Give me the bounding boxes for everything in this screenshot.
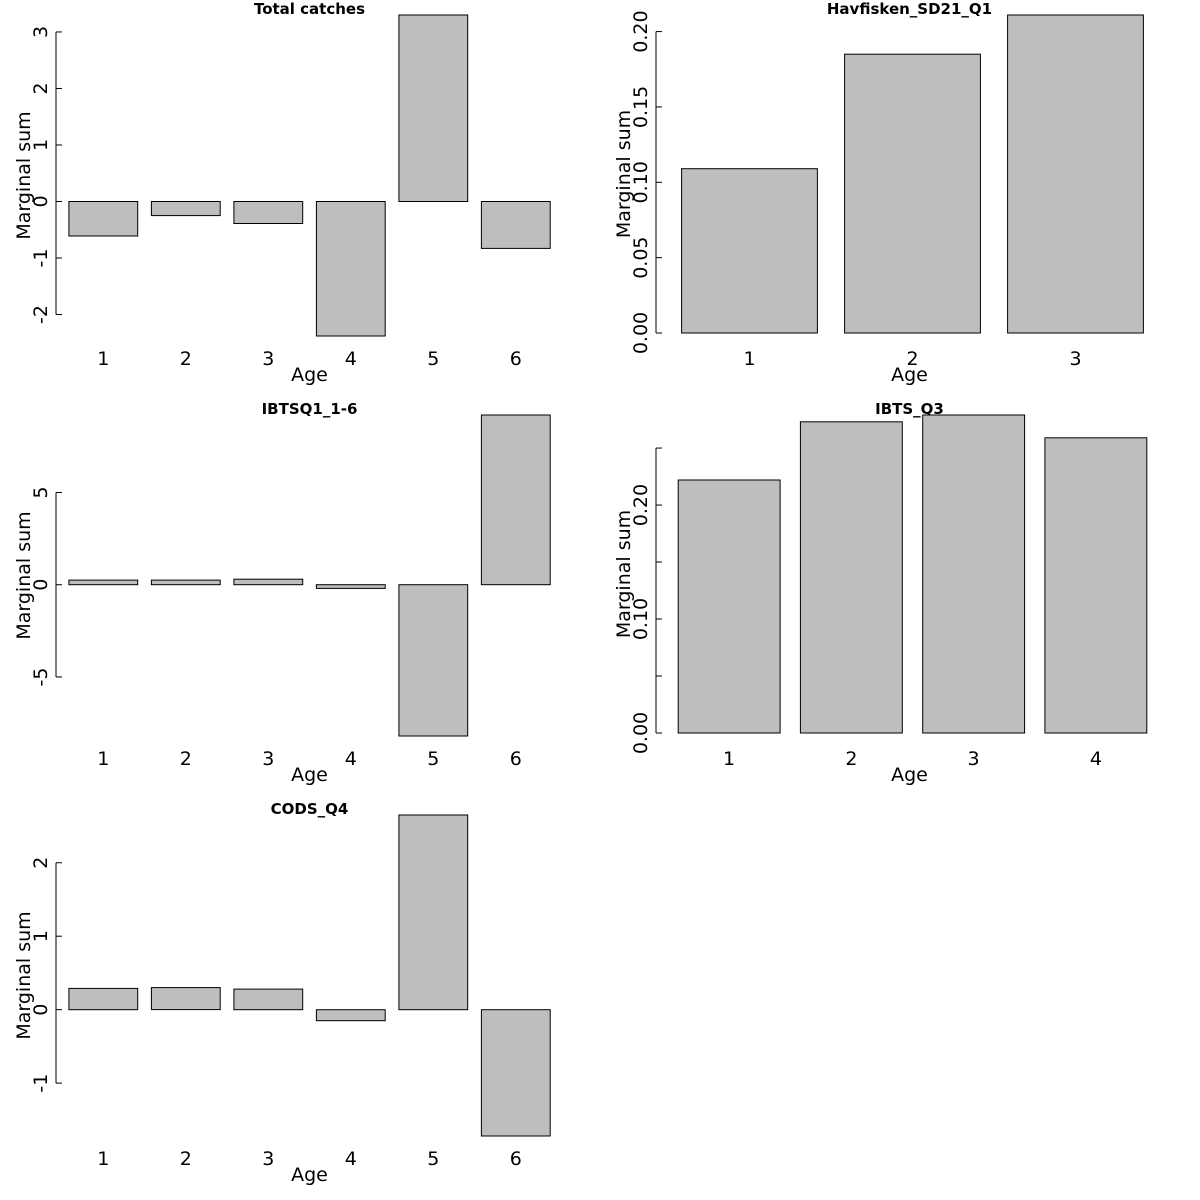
x-tick-label: 5 bbox=[427, 748, 439, 770]
y-tick-label: 1 bbox=[30, 930, 52, 942]
y-tick-label: -1 bbox=[30, 249, 52, 268]
x-tick-label: 4 bbox=[345, 348, 357, 370]
bar-age-1 bbox=[68, 579, 139, 586]
x-tick-label: 1 bbox=[97, 348, 109, 370]
x-axis-label: Age bbox=[291, 764, 328, 786]
chart-title: CODS_Q4 bbox=[271, 800, 349, 818]
panel-ibtsq1-1-6: IBTSQ1_1-6 -5 0 5 Marginal sum 1 2 3 4 5 6 Age bbox=[13, 400, 551, 786]
x-tick-label: 3 bbox=[1069, 348, 1081, 370]
y-tick-label: 5 bbox=[30, 486, 52, 498]
bar-age-3 bbox=[233, 201, 304, 224]
bar-age-3 bbox=[922, 414, 1026, 734]
chart-title: Total catches bbox=[254, 0, 365, 18]
bar-age-1 bbox=[677, 479, 781, 734]
bar-age-2 bbox=[150, 579, 221, 586]
x-tick-label: 2 bbox=[180, 748, 192, 770]
bar-age-2 bbox=[150, 987, 221, 1011]
bar-age-2 bbox=[844, 53, 981, 334]
y-tick-label: 0.20 bbox=[630, 484, 652, 526]
bar-age-4 bbox=[1044, 437, 1148, 734]
bar-age-6 bbox=[480, 1009, 551, 1137]
bar-age-3 bbox=[233, 988, 304, 1011]
bar-age-4 bbox=[315, 1009, 386, 1022]
x-tick-label: 2 bbox=[180, 1148, 192, 1170]
x-tick-label: 6 bbox=[510, 1148, 522, 1170]
bar-age-5 bbox=[398, 584, 469, 737]
bar-age-1 bbox=[68, 987, 139, 1011]
x-tick-label: 1 bbox=[97, 748, 109, 770]
y-tick-label: -5 bbox=[30, 667, 52, 686]
y-axis-label: Marginal sum bbox=[613, 110, 635, 238]
x-tick-label: 3 bbox=[262, 748, 274, 770]
x-tick-label: 2 bbox=[845, 748, 857, 770]
x-tick-label: 3 bbox=[968, 748, 980, 770]
bar-age-4 bbox=[315, 201, 386, 337]
x-tick-label: 3 bbox=[262, 348, 274, 370]
bar-age-5 bbox=[398, 14, 469, 202]
bar-age-3 bbox=[233, 578, 304, 586]
y-axis-label: Marginal sum bbox=[13, 911, 35, 1039]
bar-age-6 bbox=[480, 414, 551, 586]
bar-age-1 bbox=[681, 168, 818, 334]
x-tick-label: 1 bbox=[97, 1148, 109, 1170]
x-axis-label: Age bbox=[291, 364, 328, 386]
bar-age-2 bbox=[150, 201, 221, 217]
y-axis-label: Marginal sum bbox=[613, 510, 635, 638]
y-tick-label: -2 bbox=[30, 305, 52, 324]
x-tick-label: 1 bbox=[743, 348, 755, 370]
y-tick-label: 0.20 bbox=[630, 10, 652, 52]
y-tick-label: 0.15 bbox=[630, 86, 652, 128]
y-tick-label: 0 bbox=[30, 579, 52, 591]
y-tick-label: 2 bbox=[30, 82, 52, 94]
chart-title: Havfisken_SD21_Q1 bbox=[827, 0, 992, 18]
x-tick-label: 6 bbox=[510, 348, 522, 370]
x-tick-label: 3 bbox=[262, 1148, 274, 1170]
y-tick-label: 0.00 bbox=[630, 312, 652, 354]
x-axis-label: Age bbox=[891, 764, 928, 786]
x-tick-label: 6 bbox=[510, 748, 522, 770]
y-tick-label: 2 bbox=[30, 857, 52, 869]
bar-age-1 bbox=[68, 201, 139, 237]
x-tick-label: 5 bbox=[427, 1148, 439, 1170]
panel-havfisken-sd21-q1: Havfisken_SD21_Q1 0.00 0.05 0.10 0.15 0.20 Mar… bbox=[613, 0, 1144, 386]
bar-age-6 bbox=[480, 201, 551, 249]
x-tick-label: 1 bbox=[723, 748, 735, 770]
x-tick-label: 2 bbox=[180, 348, 192, 370]
chart-title: IBTSQ1_1-6 bbox=[262, 400, 358, 418]
bar-age-3 bbox=[1007, 14, 1144, 334]
x-tick-label: 2 bbox=[906, 348, 918, 370]
bar-age-5 bbox=[398, 814, 469, 1011]
y-axis-label: Marginal sum bbox=[13, 111, 35, 239]
x-tick-label: 5 bbox=[427, 348, 439, 370]
x-axis-label: Age bbox=[891, 364, 928, 386]
y-tick-label: 0.00 bbox=[630, 712, 652, 754]
chart-title: IBTS_Q3 bbox=[875, 400, 944, 418]
bar-age-4 bbox=[315, 584, 386, 589]
y-tick-label: 0.05 bbox=[630, 236, 652, 278]
y-tick-label: 0 bbox=[30, 1004, 52, 1016]
x-tick-label: 4 bbox=[345, 748, 357, 770]
x-tick-label: 4 bbox=[345, 1148, 357, 1170]
y-tick-label: 0.10 bbox=[630, 161, 652, 203]
y-tick-label: 0 bbox=[30, 195, 52, 207]
y-tick-label: -1 bbox=[30, 1074, 52, 1093]
bar-age-2 bbox=[799, 421, 903, 734]
y-tick-label: 1 bbox=[30, 139, 52, 151]
x-tick-label: 4 bbox=[1090, 748, 1102, 770]
x-axis-label: Age bbox=[291, 1164, 328, 1186]
y-tick-label: 3 bbox=[30, 26, 52, 38]
y-tick-label: 0.10 bbox=[630, 598, 652, 640]
y-axis-label: Marginal sum bbox=[13, 511, 35, 639]
